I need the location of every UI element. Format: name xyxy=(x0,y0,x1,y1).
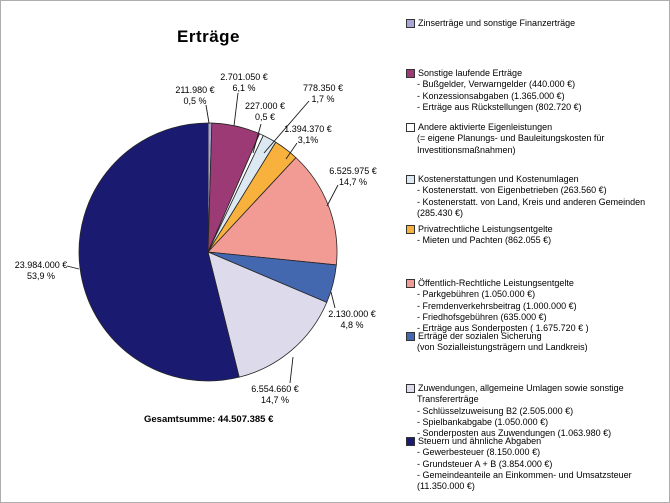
legend-swatch xyxy=(406,437,415,446)
legend-sub-line: - Bußgelder, Verwarngelder (440.000 €) xyxy=(417,79,576,90)
pie-label-5: 1.394.370 €3,1% xyxy=(284,124,332,145)
pie-label-value: 227.000 € xyxy=(244,101,286,111)
legend-title: Steuern und ähnliche Abgaben xyxy=(418,436,542,446)
legend-title: Privatrechtliche Leistungsentgelte xyxy=(418,224,553,234)
legend-sub-line: - Grundsteuer A + B (3.854.000 €) xyxy=(417,458,553,469)
pie-label-percent: 4,8 % xyxy=(340,319,364,330)
legend-swatch xyxy=(406,384,415,393)
legend-sub-line: - Erträge aus Rückstellungen (802.720 €) xyxy=(417,101,582,112)
pie-label-value: 1.394.370 € xyxy=(284,124,332,134)
leader-line-1 xyxy=(205,104,210,124)
pie-label-percent: 14,7 % xyxy=(338,176,368,187)
pie-label-6: 6.525.975 €14,7 % xyxy=(329,166,377,187)
leader-line-4 xyxy=(263,100,310,154)
pie-label-4: 778.350 €1,7 % xyxy=(303,83,343,104)
legend-title: Zuwendungen, allgemeine Umlagen sowie so… xyxy=(418,383,624,393)
legend-title: Kostenerstattungen und Kostenumlagen xyxy=(418,174,579,184)
total-label: Gesamtsumme: 44.507.385 € xyxy=(144,414,274,425)
pie-label-1: 211.980 €0,5 % xyxy=(175,85,214,106)
legend-sub-line: - Friedhofsgebühren (635.000 €) xyxy=(417,311,547,322)
pie-label-percent: 1,7 % xyxy=(311,93,335,104)
legend-sub-line: (11.350.000 €) xyxy=(417,481,475,492)
legend-item-3: Andere aktivierte Eigenleistungen (= eige… xyxy=(406,122,604,156)
pie-label-2: 2.701.050 €6,1 % xyxy=(220,72,268,93)
legend-sub-line: - Parkgebühren (1.050.000 €) xyxy=(417,289,536,300)
legend-sub-line: - Fremdenverkehrsbeitrag (1.000.000 €) xyxy=(417,300,577,311)
legend-sub-line: - Gewerbesteuer (8.150.000 €) xyxy=(417,447,541,458)
legend-sub-line: - Sonderposten aus Zuwendungen (1.063.98… xyxy=(417,428,612,439)
leader-line-5 xyxy=(285,142,298,160)
leader-line-3 xyxy=(252,123,262,154)
leader-line-7 xyxy=(330,291,336,309)
legend-sub-line: - Erträge aus Sonderposten ( 1.675.720 €… xyxy=(417,323,589,334)
legend-sub-line: - Kostenerstatt. von Eigenbetrieben (263… xyxy=(417,185,607,196)
legend-swatch xyxy=(406,332,415,341)
legend-title-continued: (= eigene Planungs- und Bauleitungskoste… xyxy=(417,133,605,144)
legend-sub-line: - Kostenerstatt. von Land, Kreis und and… xyxy=(417,196,646,207)
legend-title: Zinserträge und sonstige Finanzerträge xyxy=(418,18,576,28)
pie-label-value: 23.984.000 € xyxy=(14,260,68,270)
legend-item-5: Privatrechtliche Leistungsentgelte - Miet… xyxy=(406,224,553,247)
legend-title-continued: (von Sozialleistungsträgern und Landkrei… xyxy=(417,342,588,353)
chart-title: Erträge xyxy=(176,27,241,46)
pie-label-percent: 14,7 % xyxy=(260,394,290,405)
legend-swatch xyxy=(406,175,415,184)
pie-label-percent: 0,5 € xyxy=(254,111,276,122)
legend-title: Erträge der sozialen Sicherung xyxy=(418,331,542,341)
pie-label-value: 6.554.660 € xyxy=(251,384,299,394)
pie-label-7: 2.130.000 €4,8 % xyxy=(328,309,376,330)
legend-item-4: Kostenerstattungen und Kostenumlagen - Ko… xyxy=(406,174,645,219)
legend-sub-line: - Spielbankabgabe (1.050.000 €) xyxy=(417,416,549,427)
leader-line-8 xyxy=(289,356,294,384)
legend-sub-line: - Mieten und Pachten (862.055 €) xyxy=(417,235,552,246)
pie-slice-9 xyxy=(78,122,240,382)
legend-item-6: Öffentlich-Rechtliche Leistungsentgelte -… xyxy=(406,278,589,334)
pie-label-value: 211.980 € xyxy=(175,85,215,95)
pie-label-3: 227.000 €0,5 € xyxy=(245,101,285,122)
legend-sub-line: - Schlüsselzuweisung B2 (2.505.000 €) xyxy=(417,405,574,416)
leader-line-6 xyxy=(326,184,339,207)
pie-label-percent: 0,5 % xyxy=(183,95,207,106)
legend-title: Andere aktivierte Eigenleistungen xyxy=(418,122,553,132)
legend-swatch xyxy=(406,225,415,234)
legend-title: Öffentlich-Rechtliche Leistungsentgelte xyxy=(418,278,574,288)
legend-title: Sonstige laufende Erträge xyxy=(418,68,523,78)
legend-title-continued: Investitionsmaßnahmen) xyxy=(417,144,516,155)
pie-label-8: 6.554.660 €14,7 % xyxy=(251,384,299,405)
pie-label-percent: 3,1% xyxy=(297,134,319,145)
pie-label-9: 23.984.000 €53,9 % xyxy=(15,260,68,281)
pie-label-value: 778.350 € xyxy=(302,83,344,93)
legend-item-1: Zinserträge und sonstige Finanzerträge xyxy=(406,18,575,29)
pie-label-percent: 53,9 % xyxy=(26,270,56,281)
legend-swatch xyxy=(406,279,415,288)
pie-label-value: 2.130.000 € xyxy=(328,309,376,319)
leader-line-2 xyxy=(233,92,239,127)
legend-item-2: Sonstige laufende Erträge - Bußgelder, Ve… xyxy=(406,68,582,113)
legend-title-continued: Transfererträge xyxy=(417,394,479,405)
pie-slice-8 xyxy=(207,251,328,378)
pie-slice-6 xyxy=(207,157,338,266)
legend-item-7: Erträge der sozialen Sicherung (von Sozia… xyxy=(406,331,588,354)
legend-item-9: Steuern und ähnliche Abgaben - Gewerbeste… xyxy=(406,436,632,492)
legend-swatch xyxy=(406,123,415,132)
legend-item-8: Zuwendungen, allgemeine Umlagen sowie so… xyxy=(406,383,624,439)
leader-line-9 xyxy=(66,265,80,270)
legend-sub-line: (285.430 €) xyxy=(417,207,464,218)
legend-swatch xyxy=(406,69,415,78)
pie-label-value: 2.701.050 € xyxy=(220,72,268,82)
pie-label-percent: 6,1 % xyxy=(232,82,256,93)
pie-label-value: 6.525.975 € xyxy=(329,166,377,176)
legend-sub-line: - Konzessionsabgaben (1.365.000 €) xyxy=(417,90,565,101)
legend-sub-line: - Gemeindeanteile an Einkommen- und Umsa… xyxy=(417,469,632,480)
legend-swatch xyxy=(406,19,415,28)
